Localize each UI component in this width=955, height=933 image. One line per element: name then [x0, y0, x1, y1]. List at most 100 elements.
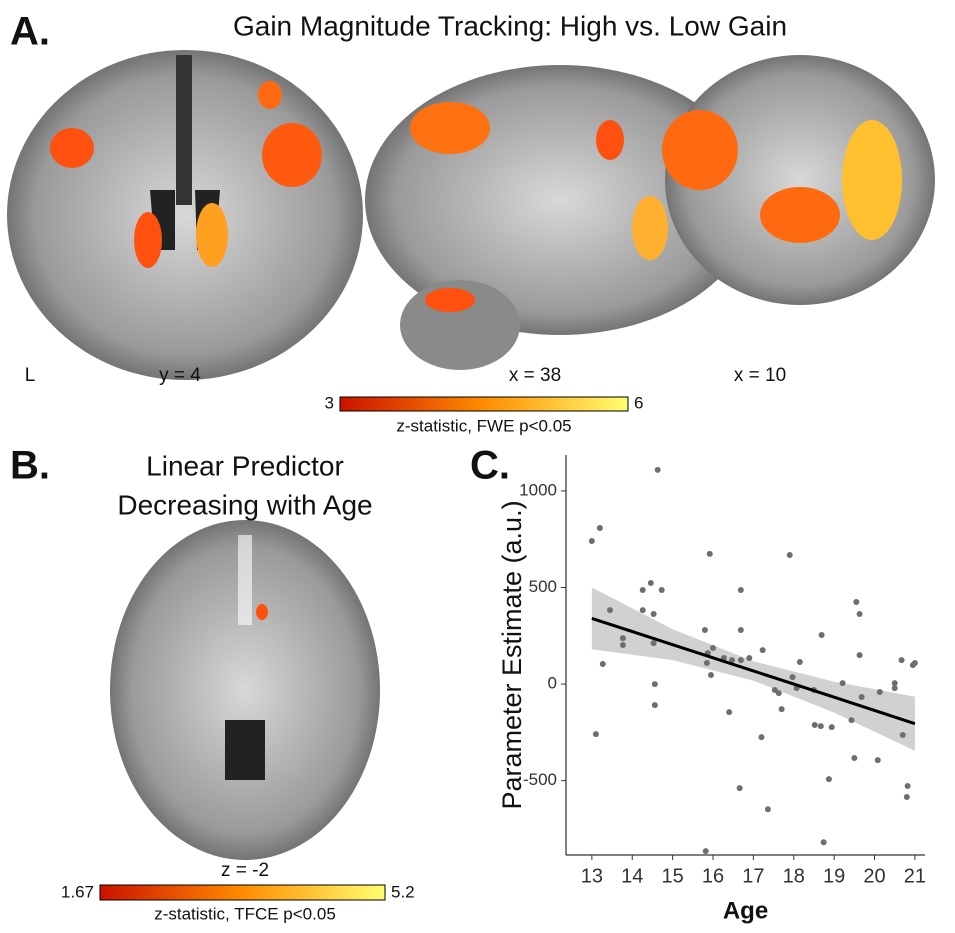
point [853, 598, 860, 605]
colorbar [339, 396, 629, 412]
colorbar-min: 3 [325, 393, 334, 412]
point [737, 657, 744, 664]
y-tick-label: 1000 [519, 480, 557, 499]
point [818, 632, 825, 639]
point [650, 640, 657, 647]
point [891, 685, 898, 692]
point [759, 647, 766, 654]
point [647, 580, 654, 587]
point [702, 848, 709, 855]
x-tick-label: 19 [823, 865, 845, 887]
slice-label: L [25, 365, 36, 386]
sagittal-slices [365, 55, 935, 370]
x-tick-label: 14 [621, 865, 643, 887]
point [796, 659, 803, 666]
colorbar-max: 6 [634, 393, 643, 412]
point [856, 652, 863, 659]
point [651, 702, 658, 709]
point [639, 607, 646, 614]
point [851, 755, 858, 762]
regression-line [591, 616, 916, 726]
colorbar-min: 1.67 [61, 882, 94, 901]
point [825, 776, 832, 783]
point [592, 731, 599, 738]
point [899, 732, 906, 739]
point [911, 660, 918, 667]
point [775, 690, 782, 697]
panel-title: Gain Magnitude Tracking: High vs. Low Ga… [233, 10, 787, 41]
point [746, 654, 753, 661]
point [596, 525, 603, 532]
panel-title: Linear Predictor [146, 450, 344, 481]
point [607, 607, 614, 614]
slice-label: x = 10 [734, 365, 786, 386]
point [811, 722, 818, 729]
slice-label: y = 4 [159, 365, 201, 386]
point [904, 783, 911, 790]
point [758, 734, 765, 741]
colorbar [99, 884, 386, 901]
colorbar-label: z-statistic, TFCE p<0.05 [154, 904, 336, 923]
point [848, 717, 855, 724]
point [707, 671, 714, 678]
colorbar-max: 5.2 [391, 882, 415, 901]
point [650, 610, 657, 617]
point [874, 757, 881, 764]
x-tick-label: 21 [904, 865, 926, 887]
panel-title: Decreasing with Age [117, 489, 372, 520]
slice-label: z = -2 [221, 860, 269, 881]
point [639, 587, 646, 594]
point [658, 587, 665, 594]
axial-slice [110, 520, 380, 860]
y-tick-label: 500 [529, 577, 557, 596]
point [706, 550, 713, 557]
point [839, 680, 846, 687]
point [599, 660, 606, 667]
point [789, 674, 796, 681]
point [820, 839, 827, 846]
point [709, 644, 716, 651]
point [786, 552, 793, 559]
point [651, 681, 658, 688]
point [703, 660, 710, 667]
y-axis-label: Parameter Estimate (a.u.) [497, 500, 527, 809]
point [778, 706, 785, 713]
point [903, 794, 910, 801]
x-axis-label: Age [723, 897, 768, 924]
point [764, 806, 771, 813]
point [898, 657, 905, 664]
point [736, 785, 743, 792]
y-tick-label: 0 [548, 674, 557, 693]
point [856, 610, 863, 617]
panel-label: A. [10, 10, 50, 54]
coronal-slice [7, 50, 363, 380]
point [737, 587, 744, 594]
point [891, 680, 898, 687]
colorbar-label: z-statistic, FWE p<0.05 [396, 416, 571, 435]
point [619, 642, 626, 649]
x-tick-label: 17 [742, 865, 764, 887]
point [876, 688, 883, 695]
x-tick-label: 13 [581, 865, 603, 887]
panel-label: B. [10, 444, 50, 488]
x-tick-label: 16 [702, 865, 724, 887]
confidence-band [591, 587, 915, 751]
point [737, 626, 744, 633]
x-tick-label: 18 [783, 865, 805, 887]
point [817, 723, 824, 730]
scatter-plot: -500 0 500 1000 13 14 15 16 17 18 19 20 21 Age Paramet… [497, 455, 926, 924]
y-tick-label: -500 [523, 770, 557, 789]
panel-label: C. [470, 444, 510, 488]
x-tick-label: 20 [863, 865, 885, 887]
point [701, 626, 708, 633]
point [726, 709, 733, 716]
x-tick-label: 15 [661, 865, 683, 887]
point [588, 537, 595, 544]
point [828, 724, 835, 731]
point [619, 635, 626, 642]
point [858, 694, 865, 701]
slice-label: x = 38 [509, 365, 561, 386]
point [654, 466, 661, 473]
point [728, 657, 735, 664]
